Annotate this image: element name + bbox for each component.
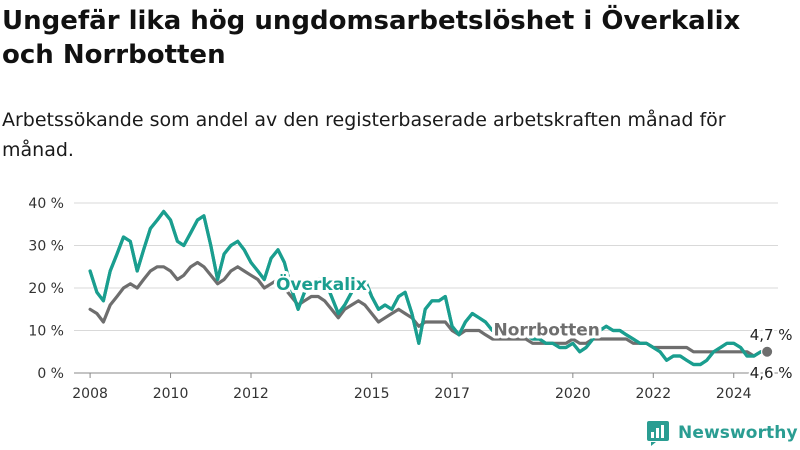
- overkalix-last-value: 4,7 %: [750, 326, 793, 344]
- grid-lines: [74, 202, 778, 374]
- x-tick-label: 2015: [354, 386, 390, 402]
- y-tick-label: 30 %: [28, 239, 64, 255]
- x-axis-ticks: 2008 2010 2012 2015 2017 2020 2022 2024: [72, 373, 752, 402]
- overkalix-series-label: Överkalix: [276, 273, 367, 295]
- chart-title: Ungefär lika hög ungdomsarbetslöshet i Ö…: [2, 6, 741, 70]
- norrbotten-end-marker: [761, 345, 774, 358]
- x-tick-label: 2020: [555, 386, 591, 402]
- y-tick-label: 40 %: [28, 196, 64, 212]
- chart-subtitle: Arbetssökande som andel av den registerb…: [2, 109, 726, 161]
- x-tick-label: 2017: [434, 386, 470, 402]
- x-tick-label: 2022: [635, 386, 671, 402]
- y-axis-tick-labels: 0 % 10 % 20 % 30 % 40 %: [28, 196, 64, 382]
- series-lines: [88, 209, 769, 367]
- x-tick-label: 2010: [153, 386, 189, 402]
- y-tick-label: 20 %: [28, 281, 64, 297]
- brand-logo: Newsworthy: [646, 420, 798, 446]
- norrbotten-series-label: Norrbotten: [493, 321, 599, 341]
- brand-name: Newsworthy: [678, 423, 798, 443]
- x-tick-label: 2008: [72, 386, 108, 402]
- overkalix-line-top: [88, 209, 769, 367]
- y-tick-label: 0 %: [37, 366, 64, 382]
- norrbotten-line: [88, 260, 769, 358]
- norrbotten-last-value: 4,6 %: [750, 364, 793, 382]
- series-labels: 4,7 % 4,6 % Överkalix Norrbotten: [273, 270, 795, 384]
- x-tick-label: 2012: [233, 386, 269, 402]
- newsworthy-logo-icon: [647, 421, 669, 446]
- y-tick-label: 10 %: [28, 324, 64, 340]
- x-tick-label: 2024: [716, 386, 752, 402]
